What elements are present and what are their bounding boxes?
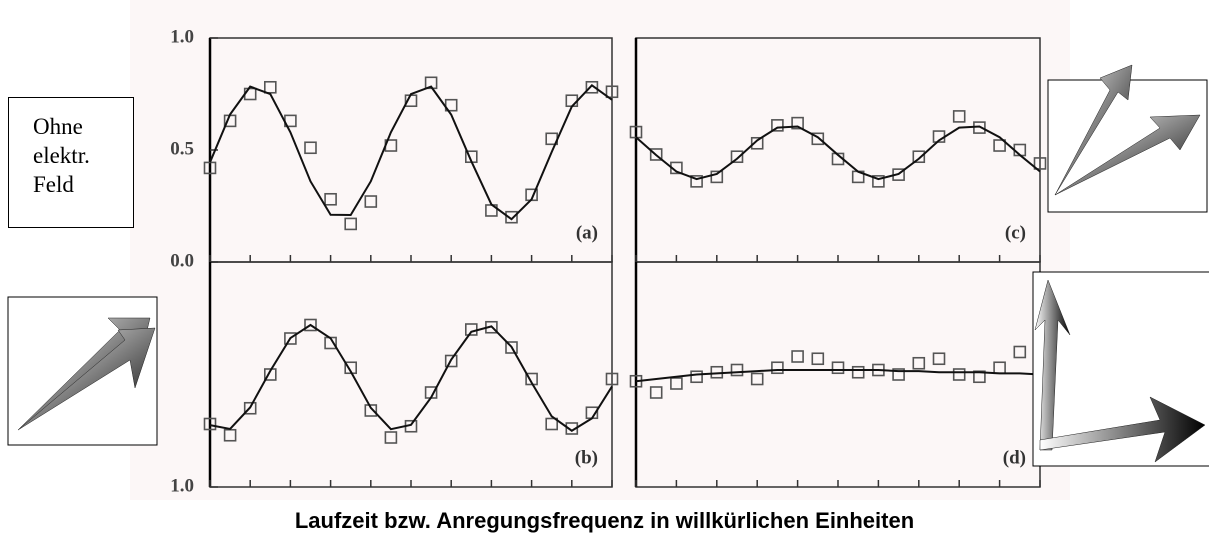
data-point (872, 175, 885, 188)
data-point (444, 98, 458, 112)
data-point (605, 372, 619, 386)
data-point (203, 417, 217, 431)
data-point (649, 148, 663, 161)
data-point (649, 386, 663, 399)
fit-line (209, 323, 613, 432)
arrow (1054, 114, 1201, 196)
panel-label: (c) (1005, 222, 1026, 243)
arrow (1034, 279, 1071, 451)
y-tick-label: 1.0 (170, 475, 194, 496)
arrow (1039, 396, 1206, 463)
data-point (384, 431, 398, 444)
data-point (791, 116, 804, 130)
data-point (670, 377, 683, 390)
arrow (17, 327, 156, 431)
insets (7, 64, 1209, 467)
data-point (892, 368, 905, 381)
y-tick-label: 0.0 (170, 250, 194, 271)
panel-label: (d) (1003, 447, 1026, 468)
data-point (993, 139, 1006, 152)
data-point (444, 354, 458, 368)
data-point (364, 195, 378, 208)
data-point (505, 210, 518, 224)
data-point (243, 401, 257, 415)
data-point (690, 370, 703, 384)
inset-label: Ohne elektr. Feld (8, 97, 134, 228)
data-point (344, 217, 358, 231)
data-point (710, 170, 724, 184)
data-point (912, 150, 926, 164)
data-point (690, 175, 703, 188)
data-point (932, 352, 946, 366)
panel: 1.0 (b) (170, 261, 619, 496)
data-point (811, 132, 825, 146)
data-point (771, 119, 784, 132)
data-point (851, 365, 865, 379)
data-point (771, 361, 784, 375)
data-point (1013, 345, 1027, 359)
data-point (750, 136, 764, 150)
data-point (912, 356, 926, 370)
data-point (324, 192, 337, 206)
x-axis-label: Laufzeit bzw. Anregungsfrequenz in willk… (294, 508, 915, 533)
data-point (364, 404, 378, 417)
data-point (203, 161, 217, 175)
data-point (304, 141, 317, 155)
panel-label: (a) (576, 222, 598, 243)
data-point (304, 318, 317, 332)
data-point (791, 350, 804, 363)
data-point (811, 352, 825, 366)
data-point (730, 363, 744, 377)
data-point (730, 150, 744, 164)
data-point (831, 361, 845, 375)
figure-background (130, 0, 1070, 500)
data-point (952, 368, 966, 381)
fit-line (635, 369, 1041, 383)
fit-line (209, 83, 613, 221)
data-point (545, 417, 559, 431)
y-tick-label: 1.0 (170, 26, 194, 47)
data-point (505, 341, 518, 354)
data-point (263, 80, 277, 94)
data-point (750, 372, 764, 386)
fit-line (635, 125, 1041, 181)
arrow (1054, 64, 1133, 196)
y-tick-label: 0.5 (170, 138, 194, 159)
panel: (c) (629, 37, 1047, 263)
data-point (952, 110, 966, 123)
data-point (284, 332, 297, 345)
panel-label: (b) (575, 447, 598, 468)
data-point (605, 85, 619, 99)
data-point (585, 80, 599, 94)
data-point (1033, 157, 1047, 170)
